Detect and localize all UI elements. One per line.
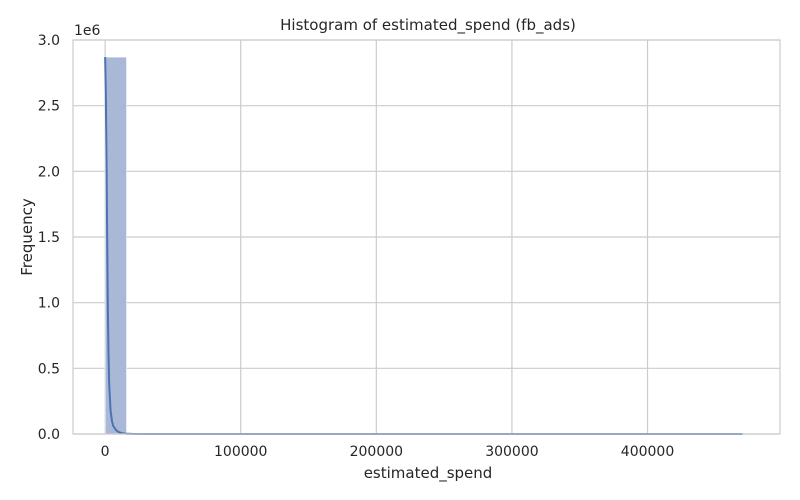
axes-layer: [72, 39, 781, 435]
x-tick-label: 200000: [350, 444, 403, 460]
y-tick-label: 0.0: [38, 427, 60, 443]
y-tick-label: 3.0: [38, 33, 60, 49]
chart-title: Histogram of estimated_spend (fb_ads): [280, 16, 576, 35]
y-scale-label: 1e6: [74, 23, 101, 39]
y-tick-label: 0.5: [38, 361, 60, 377]
y-tick-label: 2.5: [38, 99, 60, 115]
x-tick-label: 100000: [214, 444, 267, 460]
kde-layer: [104, 57, 743, 435]
y-tick-label: 1.5: [38, 230, 60, 246]
bars-layer: [104, 56, 234, 435]
x-tick-label: 0: [101, 444, 110, 460]
kde-line: [104, 57, 743, 435]
grid-layer: [73, 39, 780, 435]
y-tick-label: 1.0: [38, 296, 60, 312]
y-axis-label: Frequency: [18, 198, 36, 276]
plot-frame: [72, 39, 781, 435]
x-tick-label: 400000: [621, 444, 674, 460]
x-tick-label: 300000: [485, 444, 538, 460]
x-axis-label: estimated_spend: [364, 464, 493, 483]
ticks-layer: 0 100000 200000 300000 400000 0.0 0.5 1.0 1.5 2.0…: [38, 33, 675, 460]
y-tick-label: 2.0: [38, 164, 60, 180]
